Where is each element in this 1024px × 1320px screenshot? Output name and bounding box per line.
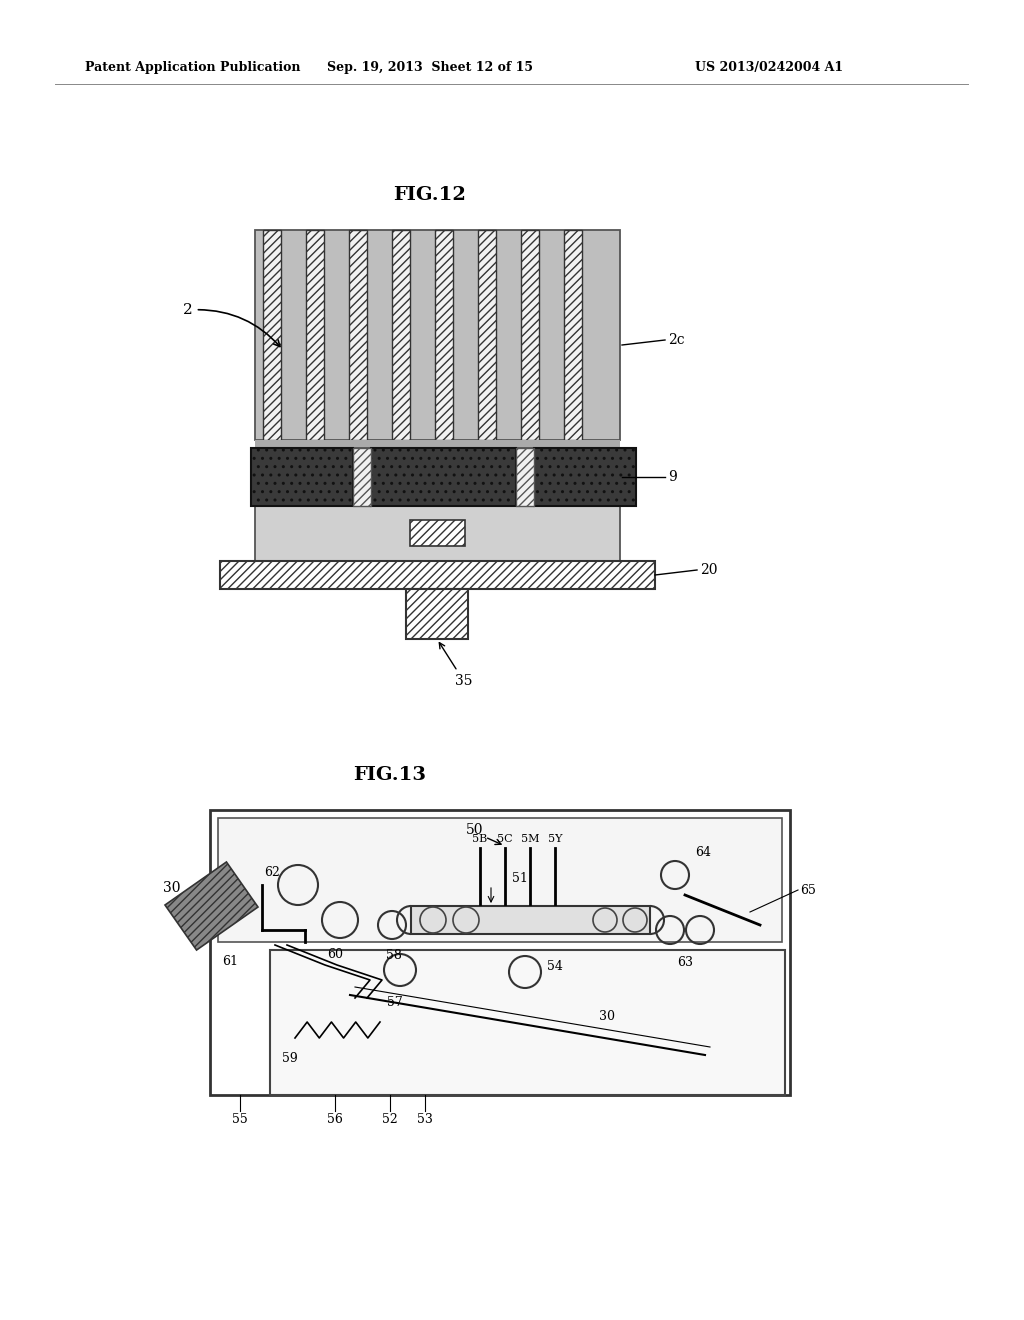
Bar [210, 810, 790, 1096]
Bar [521, 230, 539, 440]
Bar [353, 447, 371, 506]
Text: 30: 30 [598, 1010, 614, 1023]
Text: 59: 59 [283, 1052, 298, 1065]
Text: 9: 9 [668, 470, 677, 484]
Text: 2: 2 [183, 304, 280, 347]
Text: FIG.12: FIG.12 [393, 186, 467, 205]
Text: 50: 50 [466, 822, 483, 837]
Bar [516, 447, 534, 506]
Bar [220, 561, 655, 589]
Text: 60: 60 [327, 948, 343, 961]
Text: 51: 51 [512, 871, 528, 884]
Text: US 2013/0242004 A1: US 2013/0242004 A1 [695, 62, 843, 74]
Text: 64: 64 [695, 846, 711, 858]
Text: 61: 61 [222, 954, 238, 968]
Bar [218, 818, 782, 942]
Bar [255, 230, 620, 440]
Text: FIG.13: FIG.13 [353, 766, 427, 784]
Text: 5Y: 5Y [548, 834, 562, 843]
Text: 35: 35 [439, 643, 472, 688]
Bar [534, 447, 636, 506]
Text: 2c: 2c [668, 333, 685, 347]
Text: 52: 52 [382, 1113, 398, 1126]
Text: 62: 62 [264, 866, 280, 879]
Bar [306, 230, 324, 440]
Text: 30: 30 [163, 880, 181, 895]
Text: 54: 54 [547, 961, 563, 974]
Bar [435, 230, 453, 440]
Bar [564, 230, 582, 440]
Bar [270, 950, 785, 1096]
Text: 56: 56 [327, 1113, 343, 1126]
Text: 55: 55 [232, 1113, 248, 1126]
Text: 57: 57 [387, 997, 402, 1008]
Text: 5C: 5C [498, 834, 513, 843]
Text: Patent Application Publication: Patent Application Publication [85, 62, 300, 74]
Bar [255, 447, 620, 561]
Bar [251, 447, 353, 506]
Bar [478, 230, 496, 440]
Text: 63: 63 [677, 956, 693, 969]
Bar [349, 230, 367, 440]
Bar [255, 440, 620, 447]
Bar [371, 447, 516, 506]
Bar [410, 520, 465, 546]
Text: 58: 58 [386, 949, 402, 962]
Text: 5M: 5M [521, 834, 540, 843]
Text: Sep. 19, 2013  Sheet 12 of 15: Sep. 19, 2013 Sheet 12 of 15 [327, 62, 534, 74]
Text: 65: 65 [800, 883, 816, 896]
Bar [165, 862, 258, 950]
Text: 20: 20 [700, 564, 718, 577]
Text: 5B: 5B [472, 834, 487, 843]
Bar [406, 589, 468, 639]
Bar [392, 230, 410, 440]
Text: 53: 53 [417, 1113, 433, 1126]
Bar [411, 906, 650, 935]
Bar [263, 230, 281, 440]
